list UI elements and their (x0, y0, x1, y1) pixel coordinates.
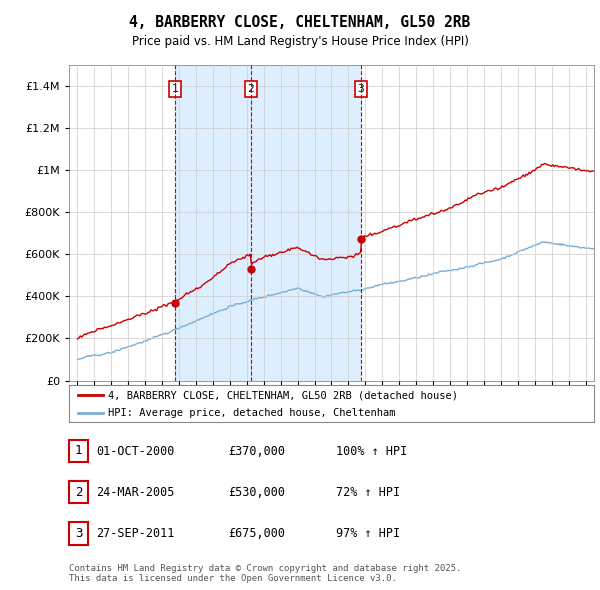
Text: 72% ↑ HPI: 72% ↑ HPI (336, 486, 400, 499)
Text: 2: 2 (247, 84, 254, 94)
Text: £370,000: £370,000 (228, 445, 285, 458)
Bar (175, 65, 251, 381)
Bar (251, 65, 361, 381)
Text: 1: 1 (172, 84, 178, 94)
Text: 4, BARBERRY CLOSE, CHELTENHAM, GL50 2RB: 4, BARBERRY CLOSE, CHELTENHAM, GL50 2RB (130, 15, 470, 30)
Text: 2: 2 (75, 486, 82, 499)
Text: 100% ↑ HPI: 100% ↑ HPI (336, 445, 407, 458)
Text: Contains HM Land Registry data © Crown copyright and database right 2025.
This d: Contains HM Land Registry data © Crown c… (69, 563, 461, 583)
Text: 3: 3 (75, 527, 82, 540)
Text: £530,000: £530,000 (228, 486, 285, 499)
Text: 24-MAR-2005: 24-MAR-2005 (96, 486, 175, 499)
Text: 97% ↑ HPI: 97% ↑ HPI (336, 527, 400, 540)
Text: £675,000: £675,000 (228, 527, 285, 540)
Text: 3: 3 (358, 84, 364, 94)
Text: Price paid vs. HM Land Registry's House Price Index (HPI): Price paid vs. HM Land Registry's House … (131, 35, 469, 48)
Text: 27-SEP-2011: 27-SEP-2011 (96, 527, 175, 540)
Text: 01-OCT-2000: 01-OCT-2000 (96, 445, 175, 458)
Text: 1: 1 (75, 444, 82, 457)
Text: HPI: Average price, detached house, Cheltenham: HPI: Average price, detached house, Chel… (109, 408, 396, 418)
Text: 4, BARBERRY CLOSE, CHELTENHAM, GL50 2RB (detached house): 4, BARBERRY CLOSE, CHELTENHAM, GL50 2RB … (109, 390, 458, 400)
